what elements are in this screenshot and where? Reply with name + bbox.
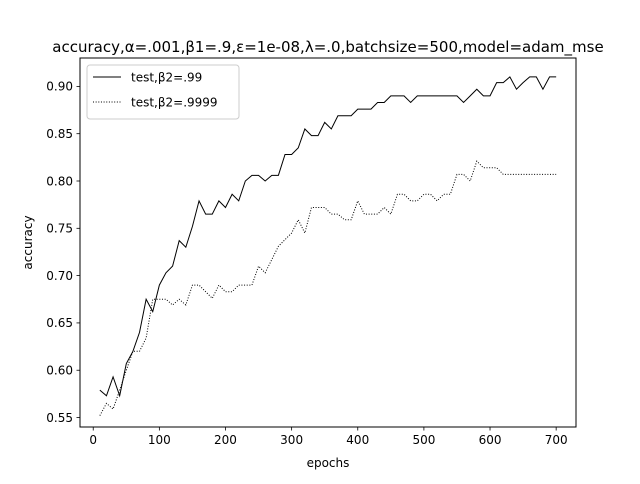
y-tick-label: 0.60 <box>46 364 73 378</box>
x-axis: 0 100 200 300 400 500 600 700 <box>89 427 568 447</box>
y-tick-label: 0.70 <box>46 269 73 283</box>
x-tick-label: 600 <box>479 433 502 447</box>
y-tick-label: 0.85 <box>46 127 73 141</box>
x-tick-label: 700 <box>545 433 568 447</box>
x-tick-label: 500 <box>412 433 435 447</box>
x-tick-label: 400 <box>346 433 369 447</box>
y-tick-label: 0.80 <box>46 174 73 188</box>
chart-title: accuracy,α=.001,β1=.9,ε=1e-08,λ=.0,batch… <box>52 38 603 57</box>
legend-box <box>86 64 240 120</box>
series-line-beta2-99 <box>99 76 557 398</box>
y-tick-label: 0.90 <box>46 80 73 94</box>
x-tick-label: 300 <box>280 433 303 447</box>
x-axis-label: epochs <box>307 456 350 470</box>
x-tick-label: 200 <box>214 433 237 447</box>
y-tick-label: 0.55 <box>46 411 73 425</box>
plot-frame <box>79 57 577 428</box>
legend: test,β2=.99 test,β2=.9999 <box>86 64 240 120</box>
legend-label-beta2-99: test,β2=.99 <box>131 71 202 85</box>
x-tick-label: 100 <box>148 433 171 447</box>
y-axis-label: accuracy <box>21 215 35 269</box>
y-axis: 0.55 0.60 0.65 0.70 0.75 0.80 0.85 0.90 <box>46 80 80 425</box>
plot-lines <box>99 76 557 416</box>
x-tick-label: 0 <box>89 433 97 447</box>
legend-label-beta2-9999: test,β2=.9999 <box>131 96 218 110</box>
y-tick-label: 0.65 <box>46 316 73 330</box>
series-line-beta2-9999 <box>99 160 557 416</box>
y-tick-label: 0.75 <box>46 222 73 236</box>
